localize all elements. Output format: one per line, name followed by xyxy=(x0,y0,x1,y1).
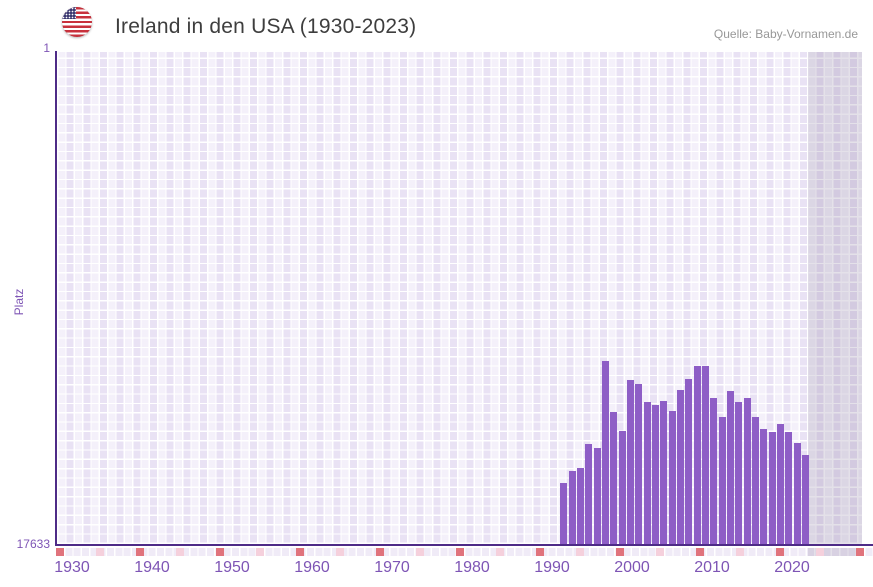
half-decade-marker xyxy=(496,548,504,556)
decade-marker xyxy=(376,548,384,556)
bar-2011[interactable] xyxy=(710,398,718,544)
bar-2015[interactable] xyxy=(743,398,751,544)
half-decade-marker xyxy=(656,548,664,556)
decade-marker xyxy=(616,548,624,556)
decade-marker xyxy=(456,548,464,556)
half-decade-marker xyxy=(736,548,744,556)
half-decade-marker xyxy=(96,548,104,556)
x-tick-label-1960: 1960 xyxy=(294,559,330,576)
bar-2002[interactable] xyxy=(635,384,643,544)
half-decade-marker xyxy=(336,548,344,556)
decade-marker xyxy=(776,548,784,556)
axis-marker-strip xyxy=(56,548,873,556)
plot-area[interactable] xyxy=(57,52,862,544)
bar-2019[interactable] xyxy=(776,424,784,544)
x-tick-label-2010: 2010 xyxy=(694,559,730,576)
bar-2010[interactable] xyxy=(701,366,709,544)
decade-marker xyxy=(856,548,864,556)
half-decade-marker xyxy=(416,548,424,556)
bar-2006[interactable] xyxy=(668,411,676,544)
bar-2000[interactable] xyxy=(618,431,626,544)
half-decade-marker xyxy=(576,548,584,556)
bar-1999[interactable] xyxy=(610,412,618,544)
x-tick-labels: 1930 1940 1950 1960 1970 1980 1990 2000 2010 2020 xyxy=(54,559,873,579)
x-tick-label-1990: 1990 xyxy=(534,559,570,576)
decade-marker xyxy=(136,548,144,556)
bar-2017[interactable] xyxy=(760,429,768,544)
us-flag-icon xyxy=(62,7,92,37)
bar-2018[interactable] xyxy=(768,432,776,544)
bar-2020[interactable] xyxy=(785,432,793,544)
decade-marker xyxy=(536,548,544,556)
bar-1993[interactable] xyxy=(560,483,568,544)
bar-2014[interactable] xyxy=(735,402,743,544)
x-axis-line xyxy=(55,544,873,546)
decade-marker xyxy=(296,548,304,556)
bar-1998[interactable] xyxy=(601,361,609,544)
x-tick-label-1930: 1930 xyxy=(54,559,90,576)
bar-2007[interactable] xyxy=(676,390,684,544)
no-data-band xyxy=(808,52,862,544)
y-tick-bottom: 17633 xyxy=(16,537,50,551)
bar-2021[interactable] xyxy=(793,443,801,544)
half-decade-marker xyxy=(256,548,264,556)
header: Ireland in den USA (1930-2023) Quelle: B… xyxy=(0,0,873,48)
decade-marker xyxy=(216,548,224,556)
y-tick-top: 1 xyxy=(43,41,50,55)
x-tick-label-1940: 1940 xyxy=(134,559,170,576)
x-tick-label-2020: 2020 xyxy=(774,559,810,576)
bar-2003[interactable] xyxy=(643,402,651,544)
x-tick-label-1970: 1970 xyxy=(374,559,410,576)
bar-1996[interactable] xyxy=(585,444,593,544)
bar-2004[interactable] xyxy=(651,405,659,544)
bar-2008[interactable] xyxy=(685,379,693,544)
x-tick-label-1980: 1980 xyxy=(454,559,490,576)
bar-2012[interactable] xyxy=(718,417,726,544)
decade-marker xyxy=(696,548,704,556)
half-decade-marker xyxy=(176,548,184,556)
bar-1995[interactable] xyxy=(576,468,584,544)
bar-2022[interactable] xyxy=(801,455,809,544)
bar-2016[interactable] xyxy=(751,417,759,544)
bar-2009[interactable] xyxy=(693,366,701,544)
x-tick-label-2000: 2000 xyxy=(614,559,650,576)
bar-1997[interactable] xyxy=(593,448,601,544)
bar-2001[interactable] xyxy=(626,380,634,544)
page-title: Ireland in den USA (1930-2023) xyxy=(115,15,417,38)
no-data-band-strip xyxy=(808,548,862,556)
y-axis-line xyxy=(55,51,57,546)
bar-2005[interactable] xyxy=(660,401,668,544)
bar-2013[interactable] xyxy=(726,391,734,544)
y-axis-label: Platz xyxy=(12,288,26,316)
bar-1994[interactable] xyxy=(568,471,576,544)
half-decade-marker xyxy=(816,548,824,556)
x-tick-label-1950: 1950 xyxy=(214,559,250,576)
decade-marker xyxy=(56,548,64,556)
source-label: Quelle: Baby-Vornamen.de xyxy=(713,27,858,41)
